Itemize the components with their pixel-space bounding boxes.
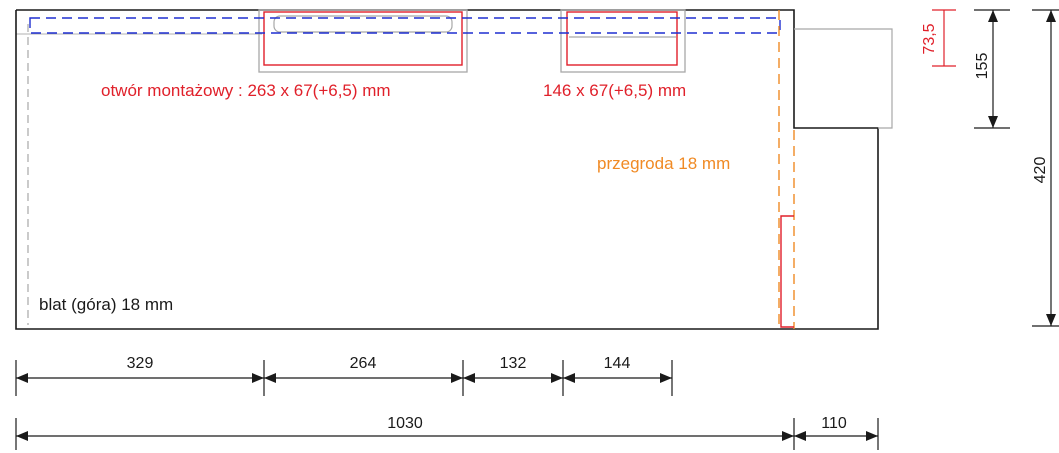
partition-label: przegroda 18 mm bbox=[597, 154, 730, 173]
partition-cutout bbox=[780, 215, 794, 328]
dim-label-420: 420 bbox=[1032, 157, 1049, 184]
dim-label-73-5: 73,5 bbox=[921, 23, 938, 54]
dimension-row-1: 329 264 132 144 bbox=[15, 355, 673, 396]
cutout-small-housing bbox=[560, 9, 686, 73]
cutout-main-label: otwór montażowy : 263 x 67(+6,5) mm bbox=[101, 81, 391, 100]
rail-hidden-outline bbox=[29, 17, 781, 34]
dim-label-144: 144 bbox=[604, 355, 631, 372]
dim-label-329: 329 bbox=[127, 355, 154, 372]
dim-label-1030: 1030 bbox=[387, 415, 423, 432]
dim-label-264: 264 bbox=[350, 355, 377, 372]
dimension-depth: 73,5 bbox=[921, 9, 956, 67]
dim-label-155: 155 bbox=[974, 53, 991, 80]
cutout-small bbox=[566, 11, 678, 66]
dimension-total-height: 420 bbox=[1032, 9, 1059, 327]
cutout-main-housing bbox=[258, 9, 468, 73]
cutout-main-inner-outline bbox=[273, 15, 453, 33]
side-attachment-outline bbox=[794, 28, 893, 129]
cabinet-outline bbox=[15, 9, 879, 330]
top-board-label: blat (góra) 18 mm bbox=[39, 295, 173, 314]
dimension-row-2: 1030 110 bbox=[15, 415, 879, 450]
dimension-step: 155 bbox=[974, 9, 1010, 129]
dim-label-110: 110 bbox=[821, 415, 847, 432]
cutout-main bbox=[263, 11, 463, 66]
cutout-small-label: 146 x 67(+6,5) mm bbox=[543, 81, 686, 100]
dim-label-132: 132 bbox=[500, 355, 527, 372]
